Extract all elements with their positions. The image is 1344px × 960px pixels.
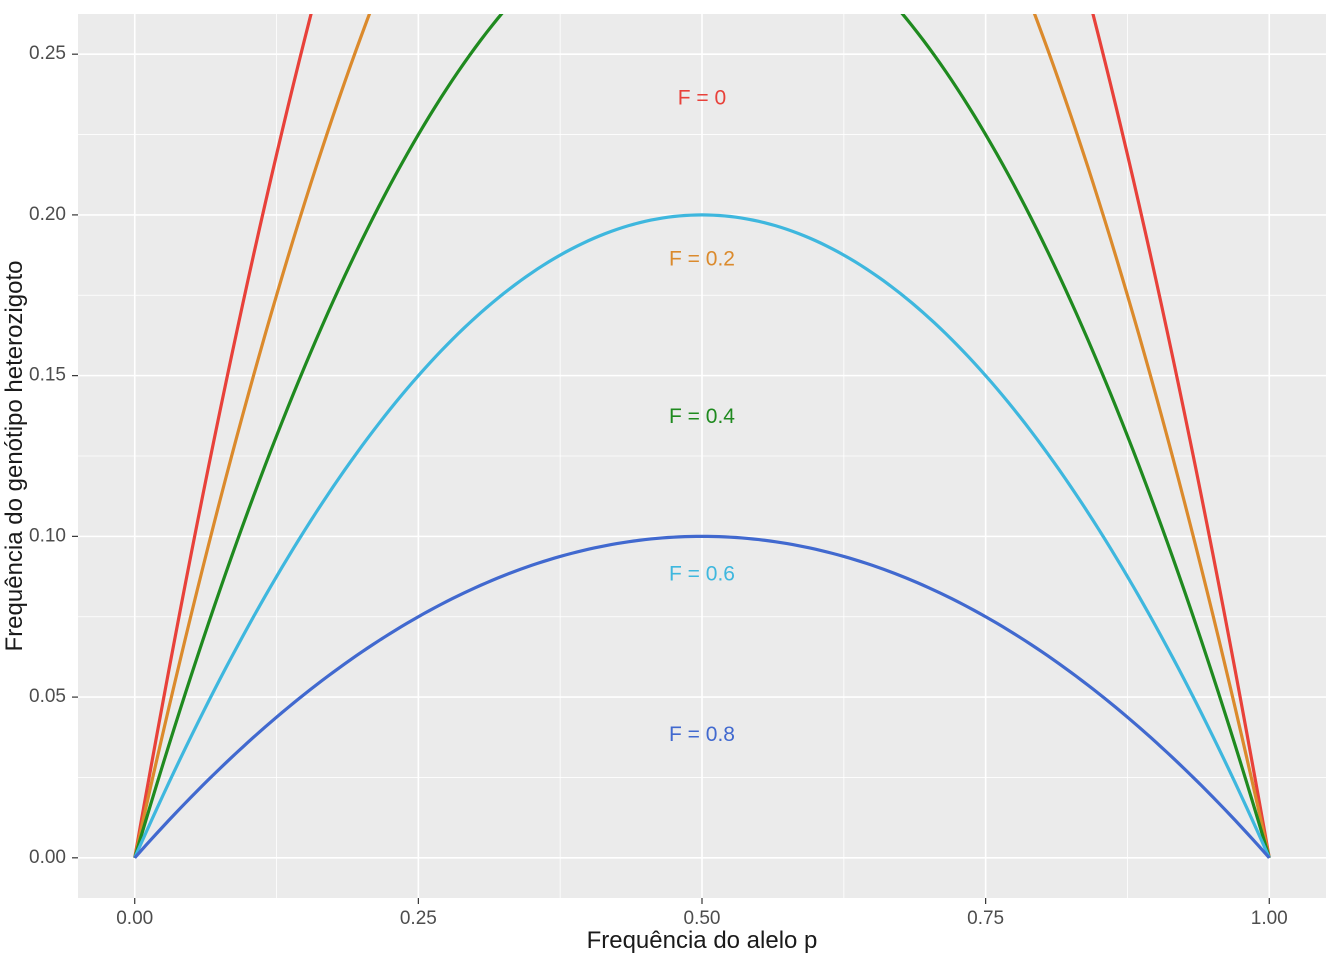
x-tick-label: 0.00	[116, 908, 153, 929]
chart-container: F = 0 F = 0.2 F = 0.4 F = 0.6 F = 0.8 0.00 0.2…	[0, 0, 1344, 960]
x-tick-label: 1.00	[1251, 908, 1288, 929]
x-axis: 0.00 0.25 0.50 0.75 1.00	[116, 898, 1288, 929]
y-tick-label: 0.00	[29, 847, 66, 868]
x-tick-label: 0.50	[684, 908, 721, 929]
y-axis: 0.00 0.05 0.10 0.15 0.20 0.25	[29, 43, 78, 868]
x-tick-label: 0.25	[400, 908, 437, 929]
x-tick-label: 0.75	[967, 908, 1004, 929]
y-axis-title: Frequência do genótipo heterozigoto	[1, 261, 28, 652]
y-tick-label: 0.25	[29, 43, 66, 64]
label-f-0p2: F = 0.2	[669, 247, 735, 270]
x-axis-title: Frequência do alelo p	[587, 927, 818, 954]
label-f-0p8: F = 0.8	[669, 723, 735, 746]
y-tick-label: 0.20	[29, 204, 66, 225]
label-f-0p4: F = 0.4	[669, 405, 735, 428]
label-f-0p6: F = 0.6	[669, 562, 735, 585]
y-tick-label: 0.10	[29, 525, 66, 546]
y-tick-label: 0.15	[29, 365, 66, 386]
y-tick-label: 0.05	[29, 686, 66, 707]
chart-svg: F = 0 F = 0.2 F = 0.4 F = 0.6 F = 0.8 0.00 0.2…	[0, 0, 1344, 960]
label-f-0: F = 0	[678, 87, 726, 110]
